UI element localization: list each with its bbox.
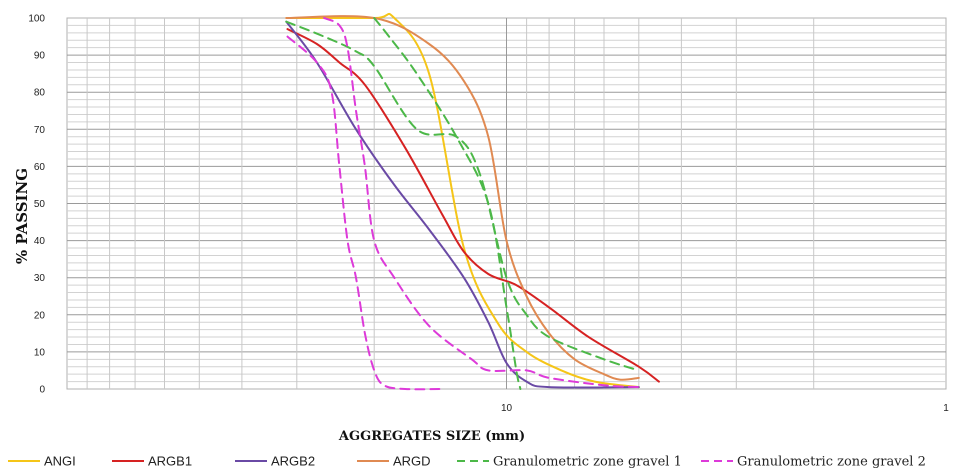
y-tick-label: 100 (28, 14, 45, 25)
y-tick-label: 60 (34, 162, 46, 173)
series-line-argd (285, 15, 640, 381)
legend-label: ARGD (393, 454, 431, 469)
chart-legend: ANGI ARGB1 ARGB2 ARGD Granulometric zone gra… (8, 454, 926, 470)
y-tick-label: 50 (34, 199, 46, 210)
y-tick-label: 0 (39, 385, 45, 396)
y-tick-label: 20 (34, 310, 46, 321)
y-tick-label: 30 (34, 273, 46, 284)
chart-grid (66, 17, 947, 390)
legend-label: ARGB2 (271, 454, 315, 469)
legend-label: Granulometric zone gravel 1 (493, 455, 682, 470)
series-line-granulometric-zone-gravel-2 (286, 35, 444, 391)
x-tick-label: 10 (501, 403, 513, 414)
y-axis-label: % PASSING (13, 168, 31, 264)
x-tick-label: 1 (943, 403, 949, 414)
x-axis-label: AGGREGATES SIZE (mm) (338, 429, 525, 444)
legend-label: Granulometric zone gravel 2 (737, 455, 926, 470)
legend-label: ARGB1 (148, 454, 192, 469)
series-line-argb2 (285, 20, 640, 389)
series-line-argb1 (286, 28, 660, 383)
series-line-granulometric-zone-gravel-1 (373, 17, 522, 390)
y-tick-label: 70 (34, 125, 46, 136)
y-tick-label: 80 (34, 88, 46, 99)
series-line-granulometric-zone-gravel-1 (285, 20, 640, 372)
series-line-granulometric-zone-gravel-2 (323, 17, 640, 389)
y-tick-label: 90 (34, 51, 46, 62)
legend-label: ANGI (44, 454, 76, 469)
y-tick-label: 40 (34, 236, 46, 247)
chart-ticks: 0 10 20 30 40 50 60 70 80 90 100 10 1 (28, 14, 949, 415)
y-tick-label: 10 (34, 347, 46, 358)
chart-series (285, 12, 660, 391)
